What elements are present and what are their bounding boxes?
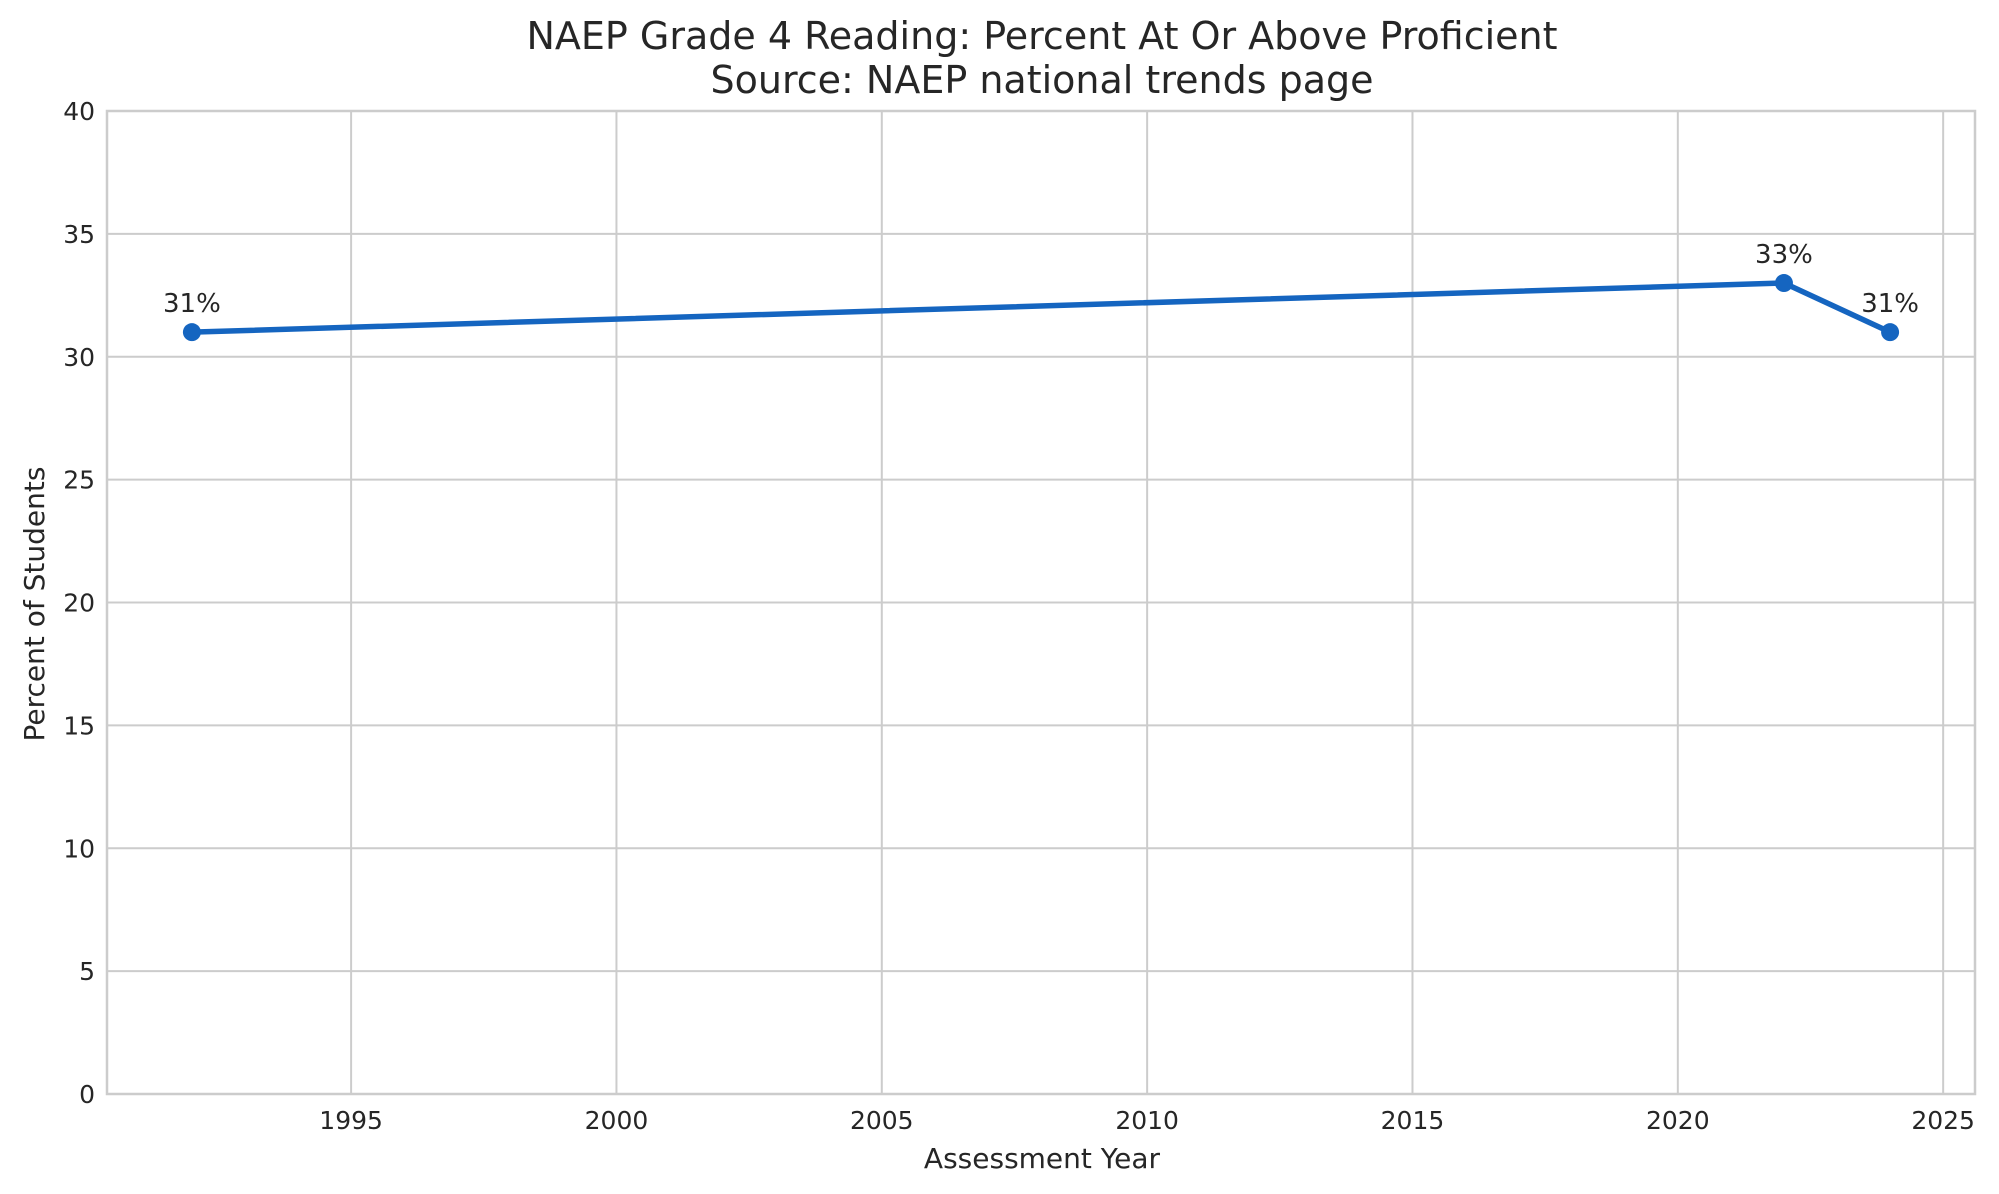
y-tick-label: 25 — [63, 466, 95, 495]
x-tick-label: 2005 — [850, 1106, 914, 1135]
y-tick-label: 5 — [79, 957, 95, 986]
chart-subtitle: Source: NAEP national trends page — [711, 58, 1374, 102]
y-tick-label: 20 — [63, 589, 95, 618]
series-layer — [182, 274, 1900, 342]
x-tick-label: 2010 — [1115, 1106, 1179, 1135]
y-tick-label: 30 — [63, 343, 95, 372]
y-tick-label: 35 — [63, 220, 95, 249]
data-label: 31% — [1861, 289, 1919, 319]
data-label: 31% — [163, 289, 221, 319]
y-tick-label: 40 — [63, 97, 95, 126]
x-axis-label: Assessment Year — [924, 1142, 1161, 1175]
grid-layer — [107, 110, 1975, 1095]
data-labels: 31% 33% 31% — [163, 240, 1919, 319]
y-tick-labels: 0 5 10 15 20 25 30 35 40 — [63, 97, 95, 1109]
x-tick-label: 2025 — [1911, 1106, 1975, 1135]
y-axis-label: Percent of Students — [18, 467, 51, 742]
data-point — [1774, 274, 1793, 293]
x-tick-labels: 1995 2000 2005 2010 2015 2020 2025 — [319, 1106, 1975, 1135]
data-label: 33% — [1755, 240, 1813, 270]
x-tick-label: 2015 — [1381, 1106, 1445, 1135]
x-tick-label: 2020 — [1646, 1106, 1710, 1135]
x-tick-label: 1995 — [319, 1106, 383, 1135]
data-point — [1881, 323, 1900, 342]
series-line — [189, 280, 1893, 335]
chart-title: NAEP Grade 4 Reading: Percent At Or Abov… — [526, 14, 1557, 58]
y-tick-label: 15 — [63, 711, 95, 740]
data-point — [182, 323, 201, 342]
x-tick-label: 2000 — [585, 1106, 649, 1135]
plot-frame — [105, 109, 1977, 1096]
y-tick-label: 0 — [79, 1080, 95, 1109]
y-tick-label: 10 — [63, 834, 95, 863]
